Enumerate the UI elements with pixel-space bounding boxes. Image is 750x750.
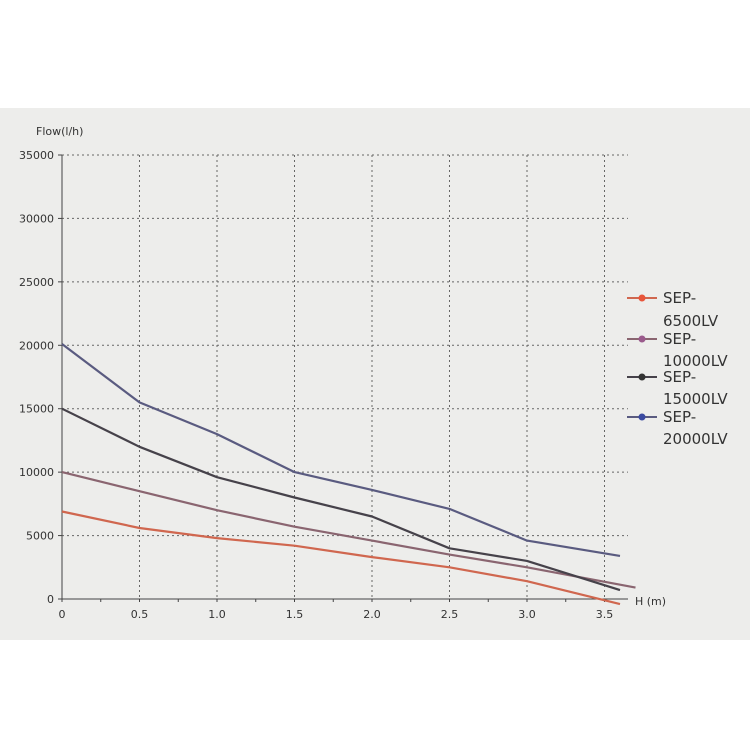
- legend-label-sep-15000lv-line2: 15000LV: [663, 390, 728, 408]
- x-tick-label: 1.0: [208, 608, 226, 621]
- x-tick-label: 2.0: [363, 608, 381, 621]
- legend-marker-sep-6500lv: [638, 294, 646, 302]
- legend-label-sep-20000lv-line2: 20000LV: [663, 430, 728, 448]
- x-tick-label: 0: [59, 608, 66, 621]
- chart-background: [0, 108, 750, 640]
- legend-label-sep-15000lv-line1: SEP-: [663, 368, 696, 386]
- legend-marker-sep-10000lv: [638, 335, 646, 343]
- series-line-sep-20000lv: [61, 343, 621, 557]
- x-axis-label: H (m): [635, 595, 666, 608]
- legend-item-sep-15000lv: SEP- 15000LV: [627, 368, 728, 408]
- legend-label-sep-20000lv-line1: SEP-: [663, 408, 696, 426]
- tick-labels: 0 5000 10000 15000 20000 25000 30000 35000 0 0.5 1…: [19, 149, 613, 621]
- y-tick-label: 15000: [19, 403, 54, 416]
- y-axis-label: Flow(l/h): [36, 125, 83, 138]
- series-line-sep-15000lv: [61, 407, 621, 592]
- x-tick-label: 0.5: [131, 608, 149, 621]
- legend-marker-sep-20000lv: [638, 413, 646, 421]
- legend-label-sep-10000lv-line1: SEP-: [663, 330, 696, 348]
- x-tick-label: 3.5: [596, 608, 614, 621]
- y-tick-label: 10000: [19, 466, 54, 479]
- series-line-sep-6500lv: [61, 510, 621, 606]
- y-tick-label: 5000: [26, 530, 54, 543]
- legend-item-sep-20000lv: SEP- 20000LV: [627, 408, 728, 448]
- legend-label-sep-6500lv-line2: 6500LV: [663, 312, 719, 330]
- y-tick-label: 25000: [19, 276, 54, 289]
- series-lines: [61, 343, 636, 606]
- x-tick-label: 1.5: [286, 608, 304, 621]
- legend-item-sep-10000lv: SEP- 10000LV: [627, 330, 728, 370]
- series-line-sep-10000lv: [61, 471, 636, 589]
- y-tick-label: 0: [47, 593, 54, 606]
- x-tick-label: 3.0: [518, 608, 536, 621]
- legend: SEP- 6500LV SEP- 10000LV SEP- 15000LV SE…: [627, 289, 728, 448]
- legend-label-sep-10000lv-line2: 10000LV: [663, 352, 728, 370]
- axes: [58, 154, 628, 602]
- y-tick-label: 20000: [19, 339, 54, 352]
- legend-marker-sep-15000lv: [638, 373, 646, 381]
- legend-item-sep-6500lv: SEP- 6500LV: [627, 289, 719, 330]
- grid: [62, 154, 628, 599]
- x-tick-label: 2.5: [441, 608, 459, 621]
- y-tick-label: 30000: [19, 212, 54, 225]
- legend-label-sep-6500lv-line1: SEP-: [663, 289, 696, 307]
- y-tick-label: 35000: [19, 149, 54, 162]
